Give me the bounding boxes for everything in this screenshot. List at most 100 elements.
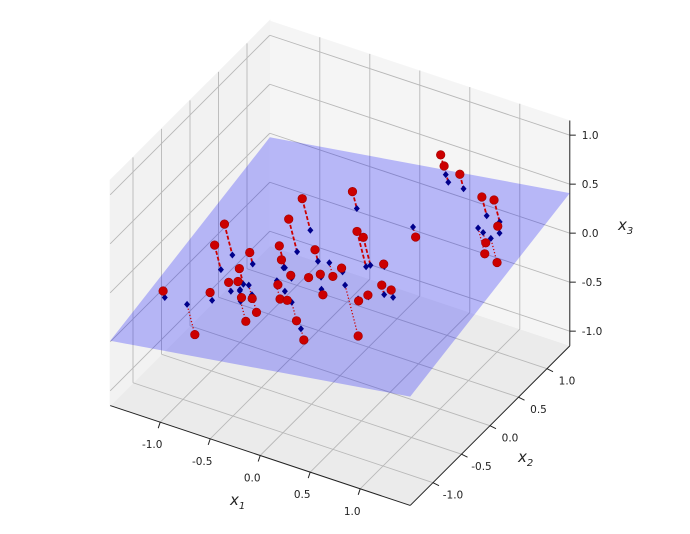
x2-tick-mark <box>489 425 497 430</box>
data-point <box>276 255 287 265</box>
data-point <box>328 271 338 282</box>
projected-point-diamond <box>227 287 234 295</box>
projected-point-diamond <box>229 251 236 259</box>
data-point <box>158 286 168 296</box>
projection-line <box>248 284 253 299</box>
data-point <box>480 249 490 259</box>
projected-point-diamond <box>475 224 482 232</box>
x1-axis-label: x1 <box>229 491 245 512</box>
x3-tick-label: -0.5 <box>582 277 603 289</box>
x2-tick-mark <box>546 368 554 373</box>
data-point <box>247 293 257 304</box>
projected-point-diamond <box>342 281 349 289</box>
x2-axis-label: x2 <box>517 448 533 469</box>
data-point <box>274 241 284 251</box>
data-point <box>299 335 309 345</box>
x2-tick-mark <box>461 453 468 458</box>
x2-tick-mark <box>432 482 440 487</box>
projected-point-diamond <box>353 205 360 213</box>
x2-tick-label: 0.5 <box>530 404 547 416</box>
x1-tick-label: -0.5 <box>192 456 213 468</box>
data-point <box>234 263 244 274</box>
projection-line <box>213 244 222 270</box>
projection-line <box>477 227 486 254</box>
data-point <box>251 307 262 317</box>
data-point <box>379 259 389 269</box>
data-point <box>304 272 314 283</box>
x1-tick-label: 1.0 <box>344 506 361 518</box>
data-point <box>411 232 421 242</box>
floor-gridline-x1 <box>309 312 471 473</box>
back-gridline-x3 <box>109 132 271 294</box>
x2-tick-mark <box>518 396 525 401</box>
projected-point-diamond <box>161 294 168 302</box>
projected-point-diamond <box>307 226 314 234</box>
data-point <box>224 277 234 288</box>
tick-labels: -1.0 -1.0 -1.0 -0.5 -0.5 -0.5 0.0 0.0 0.0 0.5 0.5 0… <box>142 130 602 518</box>
x1-tick-mark <box>357 488 361 495</box>
x1-tick-mark <box>157 422 161 429</box>
x1-tick-label: -1.0 <box>142 439 163 451</box>
projection-line <box>301 198 312 231</box>
data-point <box>205 287 215 298</box>
projection-line <box>362 237 372 266</box>
data-point <box>363 290 373 300</box>
projected-point-diamond <box>209 296 216 304</box>
data-point <box>439 161 449 171</box>
x2-tick-label: 1.0 <box>559 376 576 388</box>
data-point <box>481 238 491 248</box>
x2-tick-label: -1.0 <box>443 490 464 502</box>
data-point <box>236 292 247 303</box>
projected-point-diamond <box>294 248 301 256</box>
grid-lines <box>109 34 570 490</box>
projected-point-diamond <box>381 291 388 299</box>
data-point <box>436 150 446 160</box>
x1-tick-mark <box>257 455 261 462</box>
data-point <box>352 226 362 237</box>
projection-line <box>276 285 281 300</box>
projected-point-diamond <box>326 259 333 267</box>
projected-point-diamond <box>480 229 487 237</box>
projection-line <box>328 262 334 277</box>
floor-gridline-x2 <box>246 268 548 370</box>
projected-point-diamond <box>281 287 288 295</box>
x3-tick-label: 1.0 <box>582 130 599 142</box>
projected-point-diamond <box>496 229 503 237</box>
projected-point-diamond <box>460 185 467 193</box>
data-point <box>219 219 230 229</box>
data-point <box>455 169 465 179</box>
x3-axis-label: x3 <box>617 216 633 237</box>
data-point <box>347 187 358 197</box>
data-point <box>477 192 487 202</box>
data-point <box>377 280 387 290</box>
data-point <box>489 195 499 205</box>
projection-line <box>186 304 196 335</box>
x1-tick-label: 0.0 <box>244 473 261 485</box>
back-gridline-x3 <box>109 34 271 196</box>
data-point <box>291 316 302 326</box>
x3-tick-label: 0.0 <box>582 228 599 240</box>
x3-tick-label: -1.0 <box>582 326 603 338</box>
x1-tick-label: 0.5 <box>294 489 311 501</box>
projection-line <box>223 223 234 256</box>
projected-point-diamond <box>236 287 243 295</box>
data-point <box>492 257 502 268</box>
projected-point-diamond <box>367 261 374 269</box>
axis-lines <box>110 120 576 506</box>
back-gridline-x3 <box>109 83 271 245</box>
projected-point-diamond <box>363 263 370 271</box>
data-marks <box>158 150 503 345</box>
data-point <box>273 280 283 290</box>
data-point <box>358 232 368 242</box>
floor-gridline-x1 <box>359 328 521 490</box>
data-point <box>386 285 396 295</box>
data-point <box>245 247 255 258</box>
projection-line <box>344 284 359 337</box>
projected-point-diamond <box>314 257 321 265</box>
x3-tick-label: 0.5 <box>582 179 599 191</box>
data-point <box>286 270 296 280</box>
projected-point-diamond <box>442 171 449 179</box>
projected-point-diamond <box>249 260 256 268</box>
projected-point-diamond <box>217 266 224 274</box>
